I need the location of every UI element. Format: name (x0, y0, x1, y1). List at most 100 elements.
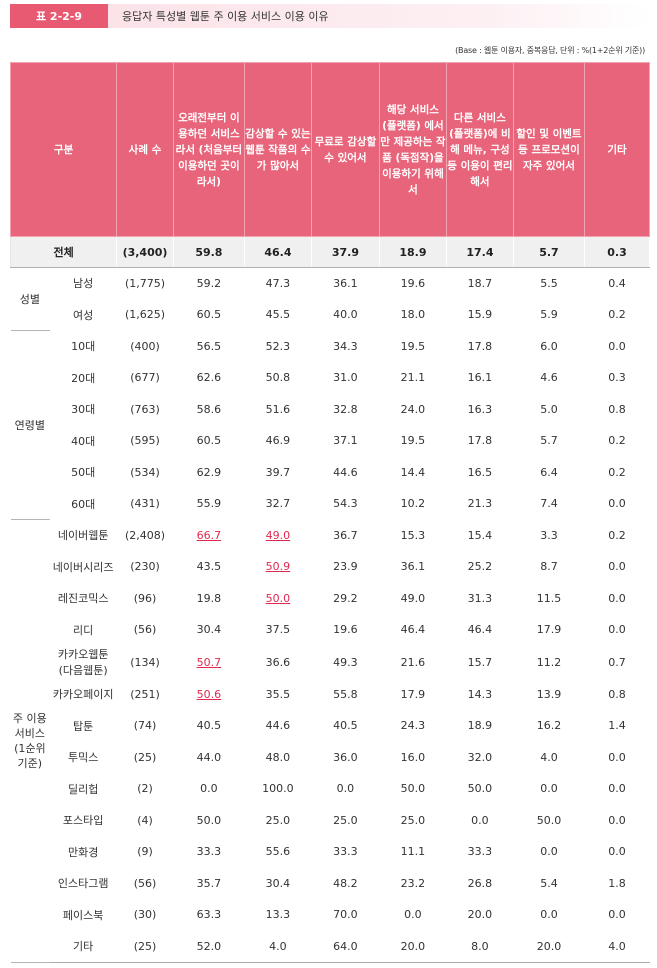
value-cell: 20.0 (512, 930, 586, 963)
value-cell: 17.8 (445, 424, 514, 457)
sample-size: (4) (116, 804, 174, 837)
value-cell: 37.9 (310, 236, 380, 268)
group-label: 성별 (10, 267, 51, 331)
value-cell: 8.0 (445, 930, 514, 963)
column-header: 해당 서비스 (플랫폼) 에서만 제공하는 작품 (독점작)을 이용하기 위해서 (378, 62, 447, 237)
table-number-badge: 표 2-2-9 (10, 4, 108, 28)
sample-size: (2,408) (116, 519, 174, 552)
value-cell: 54.3 (310, 487, 380, 520)
value-cell: 44.6 (243, 709, 312, 742)
sample-size: (400) (116, 330, 174, 363)
row-label: 20대 (49, 361, 118, 394)
row-label: 기타 (49, 930, 118, 963)
value-cell: 45.5 (243, 298, 312, 331)
sample-size: (96) (116, 582, 174, 615)
value-cell: 6.0 (512, 330, 586, 363)
row-label: 딜리헙 (49, 772, 118, 805)
value-cell: 64.0 (310, 930, 380, 963)
table-row: 20대 (677) 62.6 50.8 31.0 21.1 16.1 4.6 0.3 (11, 361, 650, 394)
value-cell: 0.0 (584, 898, 650, 931)
value-cell: 46.9 (243, 424, 312, 457)
value-cell: 34.3 (310, 330, 380, 363)
value-cell: 56.5 (172, 330, 245, 363)
value-cell: 49.3 (310, 645, 380, 679)
table-row: 주 이용 서비스 (1순위 기준) 네이버웹툰 (2,408) 66.7 49.0 36.… (10, 519, 650, 963)
group-label: 주 이용 서비스 (1순위 기준) (10, 519, 51, 963)
value-cell: 36.6 (243, 645, 312, 679)
value-cell: 60.5 (172, 424, 245, 457)
sample-size: (431) (116, 487, 174, 520)
value-cell: 33.3 (310, 835, 380, 868)
table-row: 성별 남성 (1,775) 59.2 47.3 36.1 19.6 18.7 5.5 0.4 (10, 267, 650, 331)
value-cell: 19.8 (172, 582, 245, 615)
value-cell: 7.4 (512, 487, 586, 520)
value-cell: 32.7 (243, 487, 312, 520)
value-cell: 15.7 (445, 645, 514, 679)
value-cell: 0.0 (584, 330, 650, 363)
sample-size: (134) (116, 645, 174, 679)
value-cell: 23.9 (310, 550, 380, 583)
value-cell: 35.7 (172, 867, 245, 900)
sample-size: (3,400) (116, 236, 174, 268)
value-cell: 36.1 (378, 550, 447, 583)
column-header: 다른 서비스 (플랫폼)에 비해 메뉴, 구성 등 이용이 편리해서 (445, 62, 514, 237)
table-row: 레진코믹스 (96) 19.8 50.0 29.2 49.0 31.3 11.5 0.0 (11, 582, 650, 615)
sample-size: (9) (116, 835, 174, 868)
sample-size: (534) (116, 456, 174, 489)
table-row: 탑툰 (74) 40.5 44.6 40.5 24.3 18.9 16.2 1.4 (11, 709, 650, 742)
value-cell: 0.8 (584, 678, 650, 711)
value-cell: 21.3 (445, 487, 514, 520)
value-cell: 55.6 (243, 835, 312, 868)
value-cell: 4.0 (584, 930, 650, 963)
value-cell: 5.7 (512, 424, 586, 457)
sample-size: (1,775) (116, 267, 174, 300)
column-header: 구분 (9, 62, 118, 237)
value-cell: 6.4 (512, 456, 586, 489)
value-cell: 0.2 (584, 519, 650, 552)
value-cell: 50.9 (243, 550, 312, 583)
row-label: 카카오페이지 (49, 678, 118, 711)
value-cell: 0.0 (445, 804, 514, 837)
value-cell: 0.0 (512, 835, 586, 868)
table-row: 만화경 (9) 33.3 55.6 33.3 11.1 33.3 0.0 0.0 (11, 835, 650, 868)
column-header: 할인 및 이벤트 등 프로모션이 자주 있어서 (512, 62, 586, 237)
sample-size: (30) (116, 898, 174, 931)
value-cell: 50.0 (172, 804, 245, 837)
value-cell: 50.0 (512, 804, 586, 837)
table-title: 응답자 특성별 웹툰 주 이용 서비스 이용 이유 (108, 4, 650, 28)
table-row: 여성 (1,625) 60.5 45.5 40.0 18.0 15.9 5.9 0.2 (11, 298, 650, 331)
value-cell: 36.0 (310, 741, 380, 774)
value-cell: 19.5 (378, 424, 447, 457)
value-cell: 24.3 (378, 709, 447, 742)
value-cell: 4.0 (243, 930, 312, 963)
value-cell: 19.6 (310, 613, 380, 646)
sample-size: (595) (116, 424, 174, 457)
value-cell: 36.1 (310, 267, 380, 300)
value-cell: 0.0 (310, 772, 380, 805)
value-cell: 25.0 (378, 804, 447, 837)
header-row: 구분 사례 수 오래전부터 이용하던 서비스라서 (처음부터 이용하던 곳이라서) 감… (9, 62, 650, 237)
value-cell: 23.2 (378, 867, 447, 900)
group-label: 연령별 (10, 330, 51, 520)
value-cell: 37.1 (310, 424, 380, 457)
value-cell: 0.2 (584, 424, 650, 457)
value-cell: 18.9 (378, 236, 447, 268)
sample-size: (56) (116, 867, 174, 900)
value-cell: 0.7 (584, 645, 650, 679)
value-cell: 36.7 (310, 519, 380, 552)
row-label: 10대 (49, 330, 118, 363)
value-cell: 5.0 (512, 393, 586, 426)
value-cell: 0.8 (584, 393, 650, 426)
value-cell: 50.8 (243, 361, 312, 394)
row-label: 만화경 (49, 835, 118, 868)
sample-size: (677) (116, 361, 174, 394)
value-cell: 5.5 (512, 267, 586, 300)
value-cell: 0.3 (584, 361, 650, 394)
table-row: 투믹스 (25) 44.0 48.0 36.0 16.0 32.0 4.0 0.0 (11, 741, 650, 774)
value-cell: 0.0 (172, 772, 245, 805)
value-cell: 21.1 (378, 361, 447, 394)
row-label: 전체 (9, 236, 118, 268)
highlighted-value: 66.7 (196, 528, 222, 542)
value-cell: 0.0 (512, 772, 586, 805)
highlighted-value: 50.6 (196, 687, 222, 701)
